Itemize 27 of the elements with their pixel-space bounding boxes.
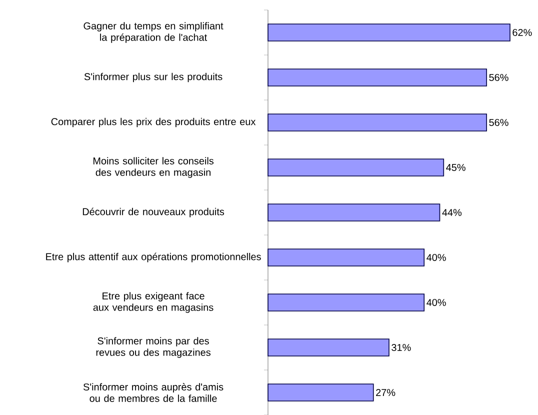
y-tick-label: S'informer plus sur les produits [84, 72, 222, 82]
y-tick-label: S'informer moins auprès d'amis ou de membres de la famille [83, 383, 224, 402]
bar [268, 114, 487, 132]
data-label: 56% [489, 118, 508, 126]
data-label: 40% [426, 298, 446, 306]
data-label: 56% [489, 74, 508, 82]
bar [268, 24, 510, 42]
y-tick-label: Gagner du temps en simplifiant la préparation de l'achat [84, 22, 224, 43]
y-tick-label: S'informer moins par des revues ou des magazines [96, 337, 211, 358]
data-label: 45% [446, 164, 466, 172]
data-label: 31% [392, 344, 411, 352]
y-tick-label: Etre plus attentif aux opérations promotionnelles [46, 252, 261, 262]
bar [268, 294, 425, 312]
data-label: 40% [426, 254, 446, 262]
y-tick-label: Comparer plus les prix des produits entre eux [51, 118, 256, 128]
y-tick-label: Etre plus exigeant face aux vendeurs en magasins [93, 292, 214, 313]
y-tick-label: Moins solliciter les conseils des vendeurs en magasin [93, 157, 214, 178]
bar [268, 68, 487, 86]
data-label: 44% [442, 209, 462, 216]
data-label: 62% [512, 28, 532, 36]
data-label: 27% [376, 388, 396, 396]
bar [268, 338, 390, 356]
y-tick-label: Découvrir de nouveaux produits [82, 208, 224, 218]
bar [268, 158, 444, 176]
bar [268, 384, 374, 402]
bar [268, 204, 440, 222]
bar [268, 248, 425, 266]
